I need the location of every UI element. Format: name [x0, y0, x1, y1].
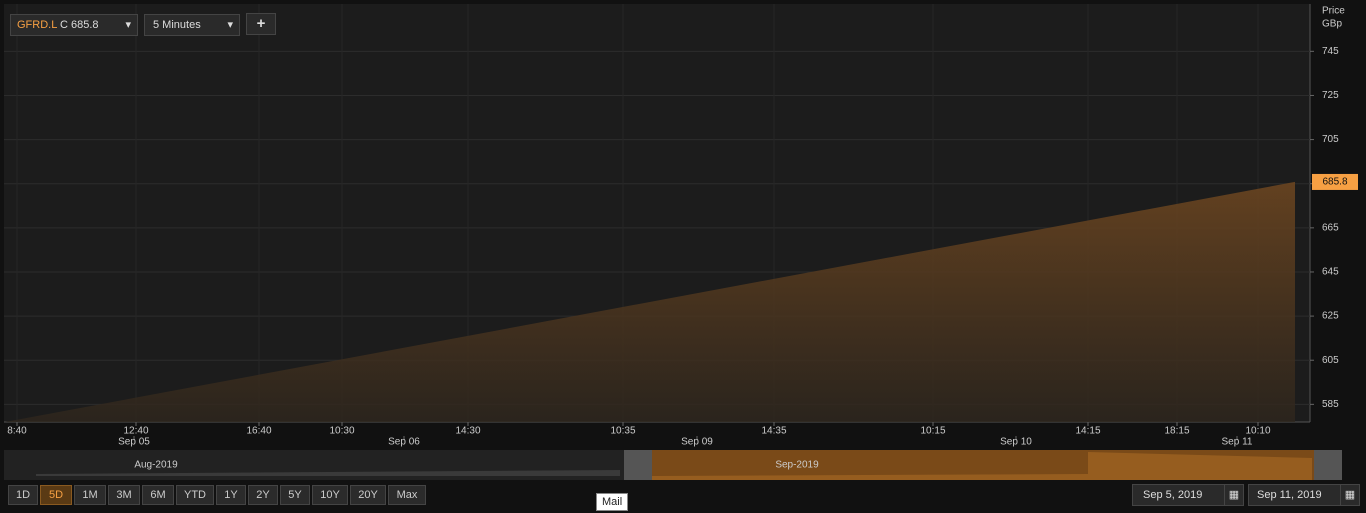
x-date-label: Sep 10	[1000, 437, 1032, 448]
x-date-label: Sep 05	[118, 437, 150, 448]
range-button[interactable]: 10Y	[312, 485, 348, 505]
y-tick-label: 745	[1322, 46, 1339, 57]
interval: 5 Minutes	[153, 19, 201, 31]
tooltip: Mail	[596, 493, 629, 511]
x-date-label: Sep 06	[388, 437, 420, 448]
x-tick-label: 14:15	[1075, 426, 1100, 437]
navigator-area	[652, 452, 1312, 480]
y-tick-label: 625	[1322, 311, 1339, 322]
x-tick-label: 16:40	[246, 426, 271, 437]
dropdown-arrow: ▾	[125, 19, 131, 31]
area	[5, 181, 1295, 422]
navigator-label: Sep-2019	[775, 460, 819, 471]
x-tick-label: 12:40	[123, 426, 148, 437]
data	[5, 181, 1295, 422]
navigator-label: Aug-2019	[134, 460, 178, 471]
navigator-handle[interactable]	[1314, 450, 1342, 480]
range-button[interactable]: Max	[388, 485, 426, 505]
ticker-select[interactable]: GFRD.L C 685.8 ▾	[10, 14, 138, 36]
axes: 5856056256456656857057257458:4012:4016:4…	[7, 46, 1358, 448]
range-button[interactable]: 2Y	[248, 485, 278, 505]
dropdown-arrow: ▾	[227, 19, 233, 31]
range-button[interactable]: 5D	[40, 485, 72, 505]
x-tick-label: 10:15	[920, 426, 945, 437]
y-axis-label: Price	[1322, 6, 1345, 17]
y-tick-label: 605	[1322, 355, 1339, 366]
y-tick-label: 585	[1322, 399, 1339, 410]
x-tick-label: 10:35	[610, 426, 635, 437]
x-tick-label: 18:15	[1164, 426, 1189, 437]
y-axis-unit: GBp	[1322, 19, 1342, 30]
y-tick-label: 665	[1322, 222, 1339, 233]
range-button[interactable]: 6M	[142, 485, 174, 505]
x-date-label: Sep 09	[681, 437, 713, 448]
x-tick-label: 8:40	[7, 426, 27, 437]
navigator-handle[interactable]	[624, 450, 652, 480]
y-tick-label: 645	[1322, 267, 1339, 278]
date-from[interactable]: Sep 5, 2019	[1132, 484, 1234, 506]
x-date-label: Sep 11	[1222, 437, 1253, 448]
interval-select[interactable]: 5 Minutes ▾	[144, 14, 240, 36]
ticker: GFRD.L	[17, 19, 57, 31]
last-price-label: 685.8	[1322, 177, 1347, 188]
calendar-icon[interactable]: ▦	[1340, 484, 1360, 506]
navigator-area	[36, 470, 620, 476]
x-tick-label: 10:10	[1245, 426, 1270, 437]
y-tick-label: 725	[1322, 90, 1339, 101]
range-button[interactable]: YTD	[176, 485, 214, 505]
x-tick-label: 14:35	[761, 426, 786, 437]
range-button[interactable]: 20Y	[350, 485, 386, 505]
date-to[interactable]: Sep 11, 2019	[1248, 484, 1344, 506]
y-tick-label: 705	[1322, 134, 1339, 145]
calendar-icon[interactable]: ▦	[1224, 484, 1244, 506]
x-tick-label: 10:30	[329, 426, 354, 437]
add-button[interactable]: +	[246, 13, 276, 35]
range-button[interactable]: 1Y	[216, 485, 246, 505]
last-price-tag	[1312, 173, 1358, 190]
range-button[interactable]: 5Y	[280, 485, 310, 505]
range-button[interactable]: 3M	[108, 485, 140, 505]
range-button[interactable]: 1M	[74, 485, 106, 505]
last-price: C 685.8	[60, 19, 99, 31]
range-button[interactable]: 1D	[8, 485, 38, 505]
x-tick-label: 14:30	[455, 426, 480, 437]
